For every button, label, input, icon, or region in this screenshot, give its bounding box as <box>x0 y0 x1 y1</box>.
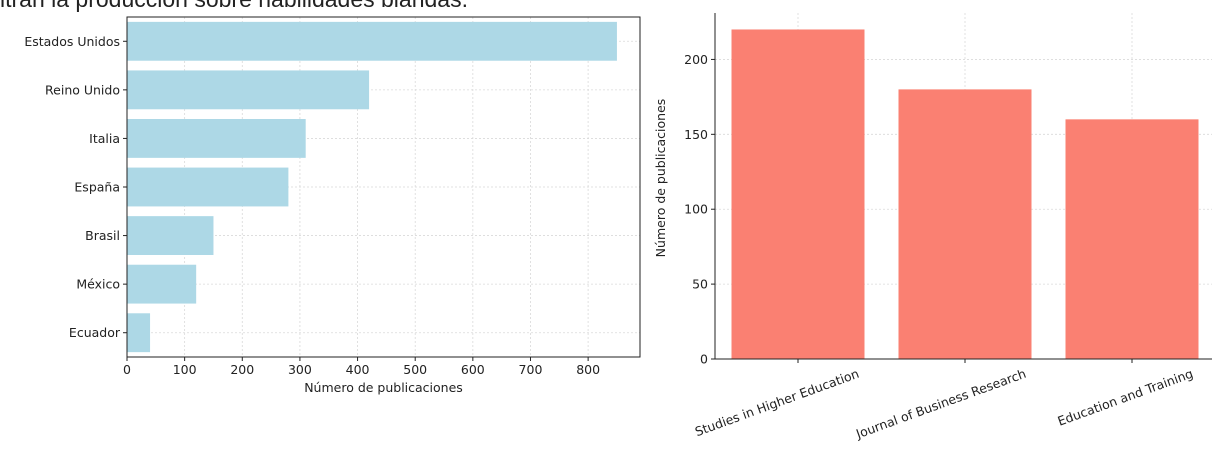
x-tick-label: 600 <box>461 362 485 377</box>
x-tick-label: 300 <box>288 362 312 377</box>
bar-italia <box>127 119 306 158</box>
bar-studies-in-higher-education <box>731 29 865 359</box>
y-tick-label: 50 <box>692 277 708 292</box>
x-tick-label: 200 <box>230 362 254 377</box>
y-tick-label: Italia <box>89 131 120 146</box>
caption-text: itran la producción sobre habilidades bl… <box>0 0 468 13</box>
y-tick-label: 0 <box>700 352 708 367</box>
x-tick-label: 0 <box>123 362 131 377</box>
bar-ecuador <box>127 313 151 353</box>
y-tick-label: Brasil <box>85 228 120 243</box>
y-tick-label: España <box>74 180 120 195</box>
y-tick-label: 200 <box>684 52 708 67</box>
y-tick-label: 100 <box>684 202 708 217</box>
x-tick-label: Education and Training <box>1055 366 1195 429</box>
bar-estados-unidos <box>127 21 617 61</box>
plot-frame <box>126 16 641 358</box>
x-tick-label: Studies in Higher Education <box>693 366 861 439</box>
y-axis-label: Número de publicaciones <box>653 99 668 258</box>
x-tick-label: 100 <box>173 362 197 377</box>
bar-brasil <box>127 216 214 255</box>
y-tick-label: México <box>76 277 120 292</box>
x-tick-label: 700 <box>519 362 543 377</box>
bar-education-and-training <box>1065 119 1199 360</box>
bar-reino-unido <box>127 70 370 110</box>
x-tick-label: Journal of Business Research <box>853 366 1028 442</box>
bar-journal-of-business-research <box>898 89 1032 359</box>
y-tick-label: Reino Unido <box>45 82 120 97</box>
bar-mexico <box>127 264 197 304</box>
y-tick-label: 150 <box>684 127 708 142</box>
y-tick-label: Ecuador <box>69 325 121 340</box>
x-tick-label: 400 <box>346 362 370 377</box>
journal-publications-chart: 0 50 100 150 200 Studies in Higher EducationJ… <box>653 13 1212 442</box>
x-tick-label: 500 <box>403 362 427 377</box>
x-tick-label: 800 <box>576 362 600 377</box>
y-tick-label: Estados Unidos <box>24 34 120 49</box>
country-publications-chart: Estados Unidos Reino Unido Italia España Bra… <box>24 16 641 395</box>
bar-espana <box>127 167 289 207</box>
x-axis-label: Número de publicaciones <box>304 380 463 395</box>
